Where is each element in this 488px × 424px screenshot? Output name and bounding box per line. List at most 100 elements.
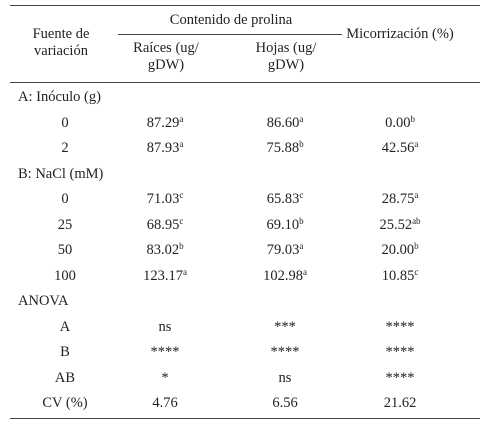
- cell-letter: a: [179, 139, 184, 149]
- group-rule: [118, 34, 342, 35]
- cell: 71.03c: [115, 191, 215, 208]
- cell-value: ns: [158, 318, 172, 335]
- cell-value: 83.02: [146, 242, 180, 258]
- cell-value: ****: [150, 344, 180, 360]
- cell-letter: a: [179, 113, 184, 124]
- cell-value: 87.29: [146, 114, 180, 131]
- header-rule: [10, 82, 480, 83]
- cell-letter: b: [410, 113, 415, 124]
- cell-value: 87.93: [146, 140, 180, 156]
- bottom-rule: [10, 418, 480, 419]
- cell: ****: [350, 319, 450, 336]
- cell: 42.56a: [350, 140, 450, 157]
- cell-value: ****: [385, 344, 415, 360]
- cell-value: ****: [385, 369, 415, 386]
- cell-letter: b: [299, 215, 304, 226]
- cell: 28.75a: [350, 191, 450, 208]
- section-title: B: NaCl (mM): [18, 165, 104, 182]
- cell-value: 79.03: [266, 242, 300, 258]
- cell: 86.60a: [235, 113, 335, 132]
- cell-value: ****: [385, 318, 415, 335]
- cell: 21.62: [350, 395, 450, 412]
- header-group: Contenido de prolina: [169, 12, 293, 28]
- header-col: Hojas (ug/ gDW): [255, 40, 317, 73]
- cell-value: 42.56: [381, 140, 415, 156]
- row-label: AB: [54, 369, 76, 386]
- cell: 20.00b: [350, 242, 450, 259]
- cell-letter: ab: [412, 215, 421, 226]
- row-label: 0: [61, 191, 69, 207]
- cell-letter: a: [299, 113, 304, 124]
- cell: 65.83c: [235, 191, 335, 208]
- cell-value: *: [161, 369, 169, 386]
- cell-value: 21.62: [383, 395, 417, 411]
- cell: ns: [115, 319, 215, 336]
- cell-letter: c: [179, 190, 184, 200]
- cell: ***: [235, 319, 335, 336]
- cell-letter: b: [414, 241, 419, 251]
- cell: ****: [235, 344, 335, 361]
- row-label: 100: [54, 267, 76, 284]
- cell-value: ns: [278, 369, 292, 386]
- cell-value: 71.03: [146, 191, 180, 207]
- cell: 6.56: [235, 395, 335, 412]
- cell: 68.95c: [115, 215, 215, 234]
- cell-value: 6.56: [272, 395, 298, 411]
- cell-value: 4.76: [152, 395, 178, 411]
- cell: 69.10b: [235, 215, 335, 234]
- cell: ****: [350, 370, 450, 387]
- section-title: A: Inóculo (g): [18, 89, 101, 105]
- header-source: Fuente de variación: [32, 26, 90, 59]
- section-title: ANOVA: [18, 293, 69, 309]
- cell: 123.17a: [115, 266, 215, 285]
- cell-value: 69.10: [266, 216, 300, 233]
- cell-value: 28.75: [381, 191, 415, 207]
- cell: 75.88b: [235, 140, 335, 157]
- cell-letter: a: [182, 266, 187, 277]
- cell: ns: [235, 370, 335, 387]
- cell: 10.85c: [350, 266, 450, 285]
- cell-letter: b: [179, 241, 184, 251]
- cell-value: 65.83: [266, 191, 300, 207]
- cell: 79.03a: [235, 242, 335, 259]
- cell-letter: c: [414, 266, 419, 277]
- cell: 87.29a: [115, 113, 215, 132]
- cell: ****: [350, 344, 450, 361]
- row-label: A: [59, 318, 71, 335]
- row-label: 50: [57, 242, 73, 258]
- cell: 83.02b: [115, 242, 215, 259]
- row-label: 0: [61, 114, 69, 131]
- row-label: B: [60, 344, 70, 360]
- cell-value: ****: [270, 344, 300, 360]
- header-col: Micorrización (%): [346, 26, 454, 42]
- cell-value: 68.95: [146, 216, 180, 233]
- cell: 0.00b: [350, 113, 450, 132]
- cell: 4.76: [115, 395, 215, 412]
- row-label: 25: [57, 216, 73, 233]
- cell-letter: c: [179, 215, 184, 226]
- cell-letter: a: [414, 139, 419, 149]
- cell-letter: c: [299, 190, 304, 200]
- cell-letter: a: [299, 241, 304, 251]
- cell-value: 75.88: [266, 140, 300, 156]
- cell-letter: a: [302, 266, 307, 277]
- cell: ****: [115, 344, 215, 361]
- cell-value: ***: [274, 318, 296, 335]
- cell-value: 10.85: [381, 267, 415, 284]
- row-label: CV (%): [42, 395, 88, 411]
- cell-value: 86.60: [266, 114, 300, 131]
- cell-value: 20.00: [381, 242, 415, 258]
- cell-value: 102.98: [263, 267, 303, 284]
- cell: 25.52ab: [350, 215, 450, 234]
- top-rule: [10, 5, 480, 6]
- cell-letter: a: [414, 190, 419, 200]
- cell-letter: b: [299, 139, 304, 149]
- row-label: 2: [61, 140, 69, 156]
- cell: 87.93a: [115, 140, 215, 157]
- cell-value: 123.17: [143, 267, 183, 284]
- header-col: Raíces (ug/ gDW): [133, 40, 199, 73]
- cell-value: 25.52: [379, 216, 413, 233]
- cell: *: [115, 370, 215, 387]
- cell-value: 0.00: [385, 114, 411, 131]
